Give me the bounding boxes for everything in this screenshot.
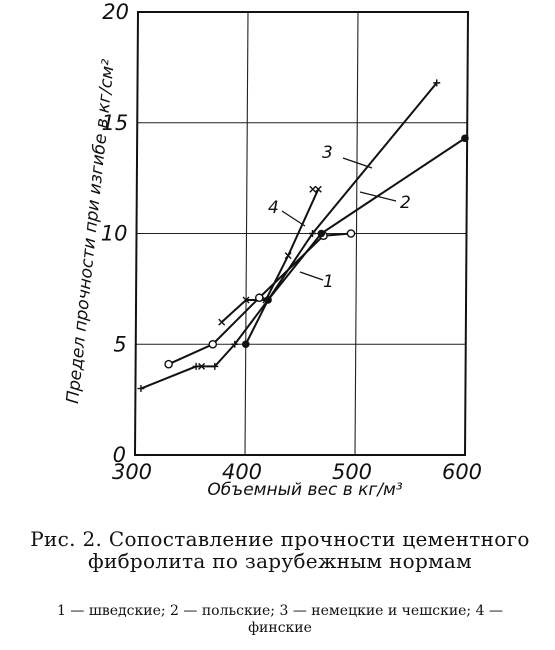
series-label-2: 2	[400, 193, 411, 213]
x-axis-label: Объемный вес в кг/м³	[207, 480, 403, 500]
point-series-4-3	[284, 252, 292, 260]
y-tick-label-15: 15	[102, 111, 129, 135]
point-series-3-3	[231, 340, 239, 348]
series-leader-3	[342, 157, 373, 169]
figure-caption: Рис. 2. Сопоставление прочности цементно…	[30, 527, 530, 573]
grid	[135, 11, 468, 456]
x-tick-label-600: 600	[442, 460, 482, 484]
extra-mark-1	[309, 185, 317, 193]
point-series-1-0	[164, 359, 173, 369]
plot-border	[133, 11, 470, 456]
point-series-3-1	[192, 362, 200, 370]
series-line-3	[140, 82, 438, 390]
tick-labels: 300 400 500 600 0 5 10 15 20	[101, 0, 482, 484]
series-labels: 1 2 3 4	[268, 143, 411, 292]
point-series-4-4	[314, 185, 322, 193]
point-series-3-5	[309, 230, 316, 237]
point-series-3-0	[137, 385, 145, 393]
point-series-1-4	[346, 229, 356, 238]
point-series-1-2	[254, 293, 264, 303]
series-line-2	[244, 137, 466, 345]
series-label-1: 1	[323, 272, 334, 292]
x-tick-label-300: 300	[112, 460, 152, 484]
series-label-4: 4	[268, 198, 279, 218]
x-tick-label-500: 500	[332, 460, 372, 484]
data-markers	[137, 79, 469, 393]
series-leader-4	[281, 210, 306, 227]
y-tick-label-5: 5	[113, 332, 126, 356]
point-series-4-1	[242, 296, 250, 304]
point-series-2-3	[461, 134, 469, 143]
point-series-2-0	[241, 340, 250, 349]
series-lines	[140, 82, 466, 390]
y-tick-label-10: 10	[101, 222, 128, 246]
plot-frame	[133, 11, 470, 456]
series-leader-1	[299, 271, 324, 281]
chart: 300 400 500 600 0 5 10 15 20 1 2 3 4 Объемный вес в…	[63, 0, 482, 500]
x-tick-label-400: 400	[222, 460, 262, 484]
point-series-3-6	[433, 79, 441, 87]
y-tick-label-20: 20	[102, 0, 129, 24]
extra-mark-0	[198, 362, 206, 370]
point-series-4-2	[262, 296, 270, 304]
series-leader-2	[359, 191, 397, 202]
y-tick-label-0: 0	[113, 443, 126, 467]
series-label-3: 3	[322, 143, 333, 163]
point-series-2-2	[317, 229, 326, 238]
point-series-4-0	[218, 318, 226, 326]
figure-legend-text: 1 — шведские; 2 — польские; 3 — немецкие…	[57, 603, 503, 636]
point-series-3-2	[211, 362, 219, 370]
point-series-1-1	[208, 339, 218, 349]
